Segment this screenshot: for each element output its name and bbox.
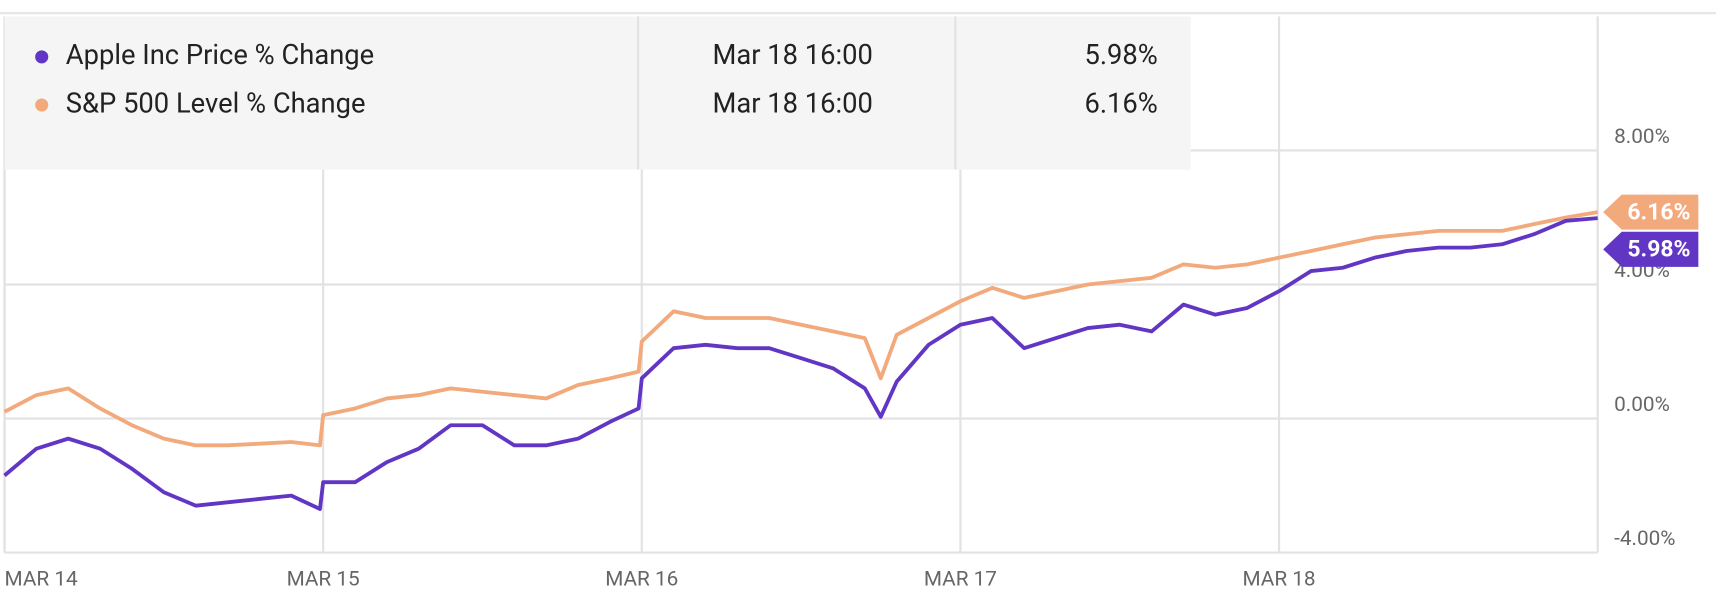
legend-dot (35, 50, 49, 64)
x-tick-label: MAR 14 (5, 567, 78, 591)
legend-name: Apple Inc Price % Change (66, 39, 374, 71)
legend: Apple Inc Price % Change Mar 18 16:00 5.98… (4, 16, 1191, 170)
grid: -4.00%0.00%4.00%8.00%MAR 14 MAR 15 MAR 16 M… (3, 16, 1676, 591)
legend-time: Mar 18 16:00 (712, 87, 872, 119)
lines (3, 210, 1598, 511)
series-line (3, 216, 1598, 511)
legend-panel (4, 16, 1191, 170)
x-tick-label: MAR 18 (1242, 567, 1315, 591)
legend-name: S&P 500 Level % Change (66, 87, 366, 119)
end-tag-label: 5.98% (1627, 235, 1690, 262)
legend-value: 5.98% (1084, 39, 1157, 71)
y-tick-label: 8.00% (1614, 125, 1670, 149)
end-tag-label: 6.16% (1627, 198, 1690, 225)
x-tick-label: MAR 16 (605, 567, 678, 591)
end-tag (1603, 231, 1699, 267)
y-tick-label: -4.00% (1614, 527, 1675, 551)
y-tick-label: 0.00% (1614, 393, 1670, 417)
x-tick-label: MAR 15 (287, 567, 360, 591)
legend-dot (35, 98, 49, 112)
end-tags: 6.16% 5.98% (1603, 194, 1699, 267)
x-tick-label: MAR 17 (924, 567, 997, 591)
legend-time: Mar 18 16:00 (712, 39, 872, 71)
legend-value: 6.16% (1084, 87, 1157, 119)
end-tag (1603, 194, 1699, 230)
series-line (3, 210, 1598, 448)
